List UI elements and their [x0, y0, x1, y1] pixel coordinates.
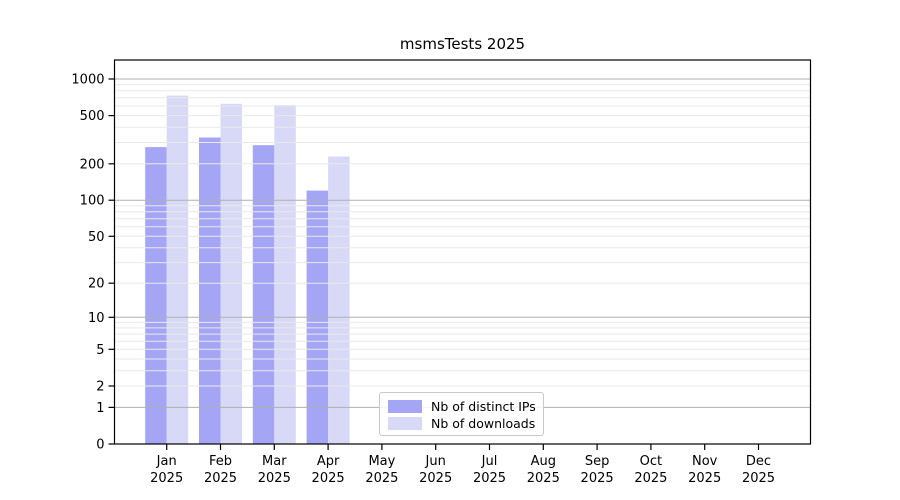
y-tick-label-10: 10	[88, 311, 105, 326]
bar-feb-distinct-ips	[199, 137, 221, 444]
x-tick-year-aug: 2025	[527, 471, 560, 486]
x-tick-year-nov: 2025	[688, 471, 721, 486]
legend: Nb of distinct IPs Nb of downloads	[379, 392, 544, 436]
y-tick-label-5: 5	[96, 343, 104, 358]
y-tick-label-100: 100	[80, 194, 105, 209]
bar-jan-downloads	[166, 95, 189, 444]
y-tick-label-200: 200	[80, 157, 105, 172]
legend-item-downloads: Nb of downloads	[388, 415, 535, 432]
x-tick-label-sep: Sep	[585, 454, 610, 469]
y-tick-label-0: 0	[96, 438, 104, 453]
x-tick-year-mar: 2025	[258, 471, 291, 486]
y-tick-label-50: 50	[88, 230, 105, 245]
legend-item-distinct-ips: Nb of distinct IPs	[388, 398, 536, 415]
bar-apr-downloads	[328, 156, 350, 444]
x-tick-label-jun: Jun	[425, 454, 446, 469]
y-tick-label-1: 1	[96, 401, 104, 416]
x-tick-label-oct: Oct	[640, 454, 662, 469]
x-tick-label-nov: Nov	[692, 454, 718, 469]
legend-swatch-downloads	[388, 417, 422, 430]
legend-label: Nb of downloads	[431, 416, 536, 431]
x-tick-year-jan: 2025	[150, 471, 183, 486]
y-tick-label-500: 500	[80, 109, 105, 124]
x-tick-year-jul: 2025	[473, 471, 506, 486]
x-tick-label-aug: Aug	[531, 454, 556, 469]
x-tick-year-oct: 2025	[634, 471, 667, 486]
x-tick-year-dec: 2025	[742, 471, 775, 486]
y-tick-label-20: 20	[88, 277, 105, 292]
x-tick-label-apr: Apr	[317, 454, 340, 469]
y-tick-label-2: 2	[96, 380, 104, 395]
x-tick-year-sep: 2025	[581, 471, 614, 486]
y-tick-label-1000: 1000	[71, 73, 104, 88]
legend-label: Nb of distinct IPs	[431, 399, 536, 414]
bar-mar-distinct-ips	[252, 145, 275, 444]
bar-mar-downloads	[274, 105, 296, 444]
chart-title: msmsTests 2025	[399, 35, 526, 53]
x-axis: Jan 2025 Feb 2025 Mar 2025 Apr 2025 May 2025 Jun 20…	[150, 444, 775, 486]
axes-box	[113, 59, 812, 445]
legend-swatch-distinct-ips	[388, 400, 422, 413]
x-tick-label-jan: Jan	[156, 454, 177, 469]
bar-feb-downloads	[220, 103, 242, 445]
x-tick-year-feb: 2025	[204, 471, 237, 486]
x-tick-year-may: 2025	[365, 471, 398, 486]
x-tick-label-dec: Dec	[746, 454, 771, 469]
x-tick-label-feb: Feb	[209, 454, 232, 469]
x-tick-year-apr: 2025	[312, 471, 345, 486]
gridlines-minor	[114, 84, 811, 387]
bar-jan-distinct-ips	[145, 147, 167, 444]
y-axis: 0 1 2 5 10 20 50 100 200 500 1000	[71, 73, 115, 453]
x-tick-label-may: May	[368, 454, 395, 469]
x-tick-label-mar: Mar	[262, 454, 287, 469]
x-tick-year-jun: 2025	[419, 471, 452, 486]
x-tick-label-jul: Jul	[481, 454, 498, 469]
